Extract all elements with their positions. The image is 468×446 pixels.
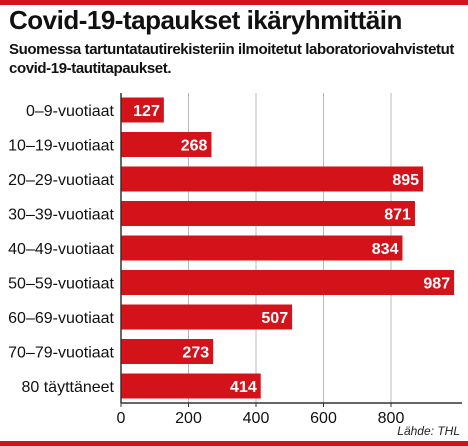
category-label: 10–19-vuotiaat xyxy=(8,138,114,155)
bar xyxy=(121,270,455,295)
category-label: 20–29-vuotiaat xyxy=(8,172,114,189)
category-label: 30–39-vuotiaat xyxy=(8,207,114,224)
bar xyxy=(121,373,261,399)
bar xyxy=(121,132,212,157)
category-label: 40–49-vuotiaat xyxy=(8,241,114,258)
source-note: Lähde: THL xyxy=(397,424,460,438)
bar xyxy=(121,235,403,261)
bar-value-label: 414 xyxy=(230,379,257,396)
bar xyxy=(121,304,293,330)
bar-value-label: 987 xyxy=(423,276,450,293)
chart-title: Covid-19-tapaukset ikäryhmittäin xyxy=(9,5,402,35)
category-label: 80 täyttäneet xyxy=(21,379,114,396)
chart-subtitle: Suomessa tartuntatautirekisteriin ilmoit… xyxy=(9,41,454,77)
bar-value-label: 507 xyxy=(261,310,288,327)
x-tick-label: 800 xyxy=(378,410,405,427)
top-accent-rule xyxy=(0,0,468,5)
bottom-accent-rule xyxy=(0,441,468,446)
bar-value-label: 834 xyxy=(372,241,399,258)
bar-value-label: 273 xyxy=(182,345,209,362)
category-label: 70–79-vuotiaat xyxy=(8,345,114,362)
bar-value-label: 871 xyxy=(384,207,411,224)
bar-value-label: 895 xyxy=(392,172,419,189)
x-tick-label: 600 xyxy=(310,410,337,427)
bar xyxy=(121,201,415,226)
x-tick-label: 0 xyxy=(117,410,126,427)
bar-value-label: 268 xyxy=(181,138,208,155)
category-label: 60–69-vuotiaat xyxy=(8,310,114,327)
x-tick-label: 200 xyxy=(175,410,202,427)
category-label: 0–9-vuotiaat xyxy=(26,103,115,120)
bar xyxy=(121,166,424,192)
bar xyxy=(121,97,164,123)
bar-value-label: 127 xyxy=(133,103,160,120)
bar xyxy=(121,339,214,364)
x-tick-label: 400 xyxy=(243,410,270,427)
category-label: 50–59-vuotiaat xyxy=(8,276,114,293)
